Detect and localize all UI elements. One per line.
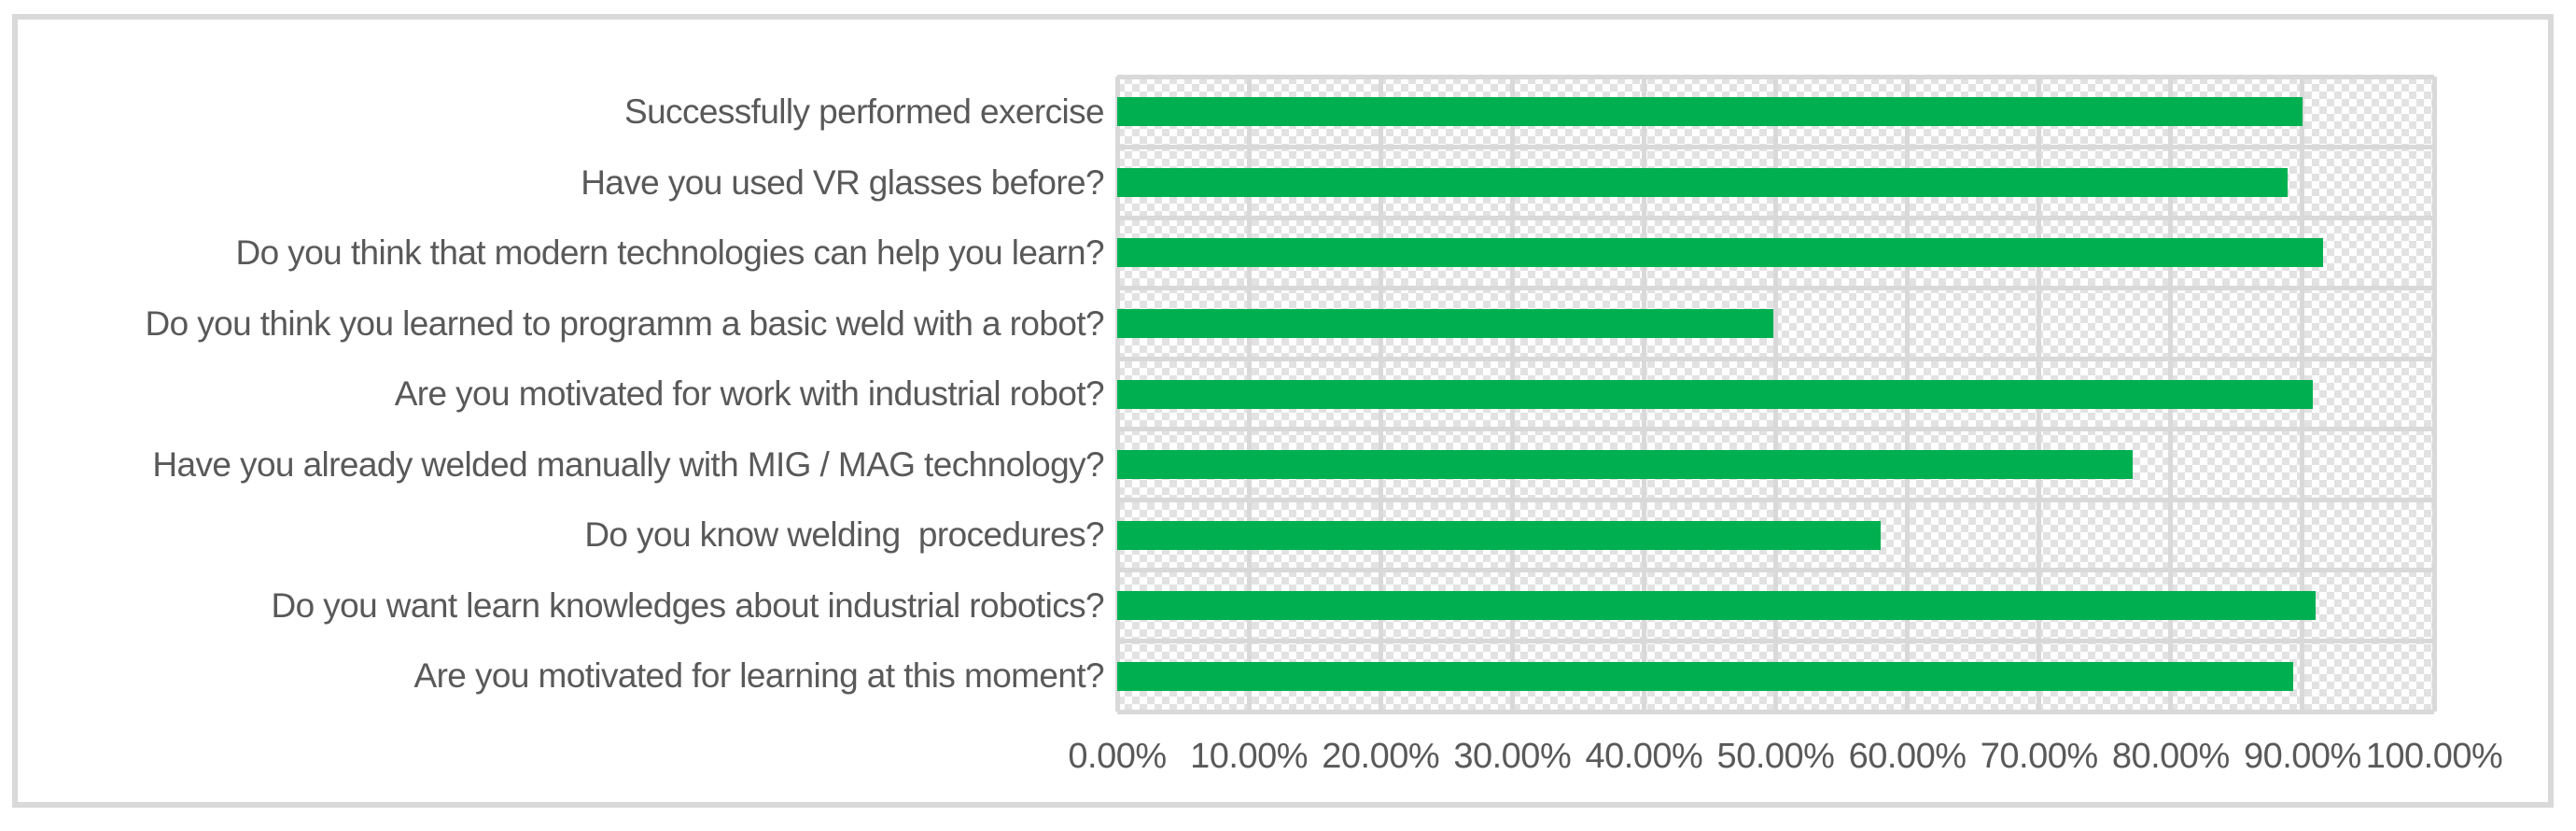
x-axis-tick-label: 30.00% — [1453, 737, 1572, 776]
bar-5 — [1117, 379, 2314, 409]
category-label: Have you used VR glasses before? — [581, 162, 1104, 202]
category-label: Have you already welded manually with MI… — [152, 444, 1104, 484]
bar-8 — [1117, 591, 2316, 621]
bar-9 — [1117, 661, 2294, 691]
x-axis-tick-label: 70.00% — [1980, 737, 2098, 776]
x-axis-tick-label: 40.00% — [1585, 737, 1703, 776]
bar-3 — [1117, 238, 2324, 268]
horizontal-gridline — [1117, 709, 2434, 714]
x-axis-tick-label: 50.00% — [1716, 737, 1835, 776]
plot-area — [1114, 74, 2437, 714]
x-axis-tick-label: 10.00% — [1190, 737, 1309, 776]
bar-7 — [1117, 520, 1882, 550]
x-axis-tick-label: 60.00% — [1848, 737, 1967, 776]
bar-4 — [1117, 308, 1773, 338]
category-label: Successfully performed exercise — [624, 92, 1105, 131]
category-label: Do you want learn knowledges about indus… — [271, 585, 1104, 625]
category-label: Do you think you learned to programm a b… — [145, 303, 1104, 343]
category-label: Are you motivated for learning at this m… — [413, 656, 1105, 696]
category-label: Do you know welding procedures? — [584, 515, 1104, 555]
bar-1 — [1117, 97, 2303, 127]
x-axis-tick-label: 80.00% — [2111, 737, 2230, 776]
bar-6 — [1117, 450, 2133, 480]
x-axis-tick-label: 90.00% — [2243, 737, 2361, 776]
category-label: Are you motivated for work with industri… — [394, 374, 1105, 414]
bar-2 — [1117, 167, 2289, 197]
vertical-gridline — [2431, 77, 2437, 711]
x-axis-tick-label: 0.00% — [1068, 737, 1167, 776]
x-axis-tick-label: 20.00% — [1322, 737, 1440, 776]
category-label: Do you think that modern technologies ca… — [235, 233, 1105, 273]
x-axis-tick-label: 100.00% — [2365, 737, 2503, 776]
category-axis-labels: Successfully performed exercise Have you … — [0, 77, 1104, 711]
